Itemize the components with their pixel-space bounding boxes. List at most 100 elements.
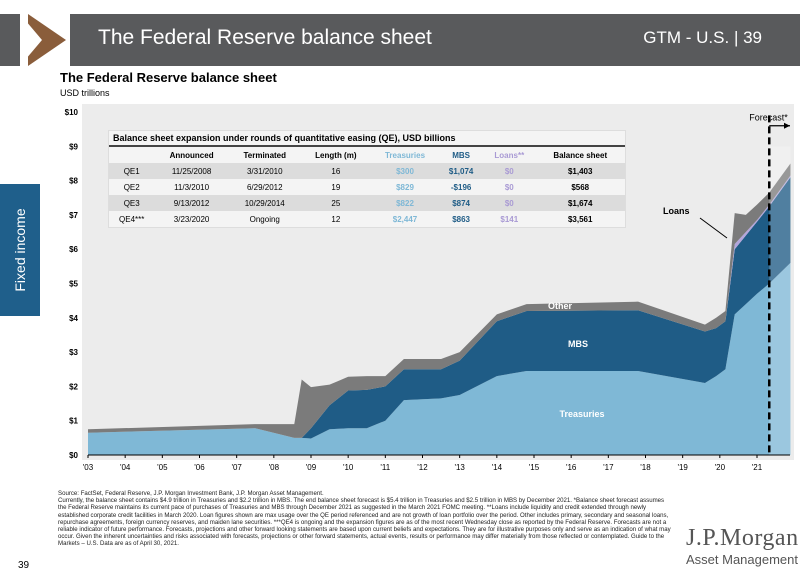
table-header-cell (109, 147, 154, 163)
table-header-cell: Balance sheet (553, 150, 608, 160)
table-header-cell: Terminated (243, 150, 287, 160)
table-cell: 25 (331, 198, 341, 208)
table-cell: QE4*** (119, 214, 145, 224)
y-tick-label: $0 (69, 451, 78, 460)
x-tick-label: '05 (157, 463, 168, 472)
table-cell: 16 (331, 166, 341, 176)
loans-pointer (699, 217, 728, 239)
header-page-ref: GTM - U.S. | 39 (643, 28, 762, 47)
annotation-mbs: MBS (568, 339, 588, 349)
x-tick-label: '14 (492, 463, 503, 472)
y-tick-label: $6 (69, 245, 78, 254)
table-cell: $1,674 (567, 198, 593, 208)
table-cell: $3,561 (567, 214, 593, 224)
qe-table-grid: Announced Terminated Length (m) Treasuries M… (109, 147, 625, 227)
logo-line1: J.P.Morgan (686, 525, 799, 551)
table-caption: Balance sheet expansion under rounds of … (109, 131, 625, 147)
table-cell: QE3 (123, 198, 140, 208)
footnote-line: Source: FactSet, Federal Reserve, J.P. M… (58, 490, 324, 497)
x-tick-label: '11 (380, 463, 390, 472)
table-cell: $863 (452, 214, 470, 224)
footnote-line: Currently, the balance sheet contains $4… (58, 497, 671, 548)
forecast-label: Forecast* (749, 113, 788, 123)
table-cell: $0 (504, 166, 514, 176)
table-cell: $874 (452, 198, 470, 208)
table-row: QE4*** 3/23/2020 Ongoing 12 $2,447 $863 $141 $3… (109, 211, 625, 227)
table-row: QE2 11/3/2010 6/29/2012 19 $829 -$196 $0 $568 (109, 179, 625, 195)
annotation-loans: Loans (663, 206, 690, 216)
x-tick-label: '15 (529, 463, 540, 472)
table-cell: $822 (396, 198, 414, 208)
table-cell: $1,074 (448, 166, 474, 176)
x-tick-label: '16 (566, 463, 577, 472)
table-cell: QE2 (123, 182, 140, 192)
header-bar (0, 14, 800, 66)
area-mbs (88, 177, 791, 439)
chart-title: The Federal Reserve balance sheet (60, 70, 277, 85)
area-treasuries (88, 262, 791, 455)
logo-line2: Asset Management (686, 552, 799, 567)
header-arrow-notch (20, 14, 42, 66)
forecast-arrow-head (784, 122, 790, 129)
table-header-row: Announced Terminated Length (m) Treasuries M… (109, 147, 625, 163)
table-header-cell: Length (m) (315, 150, 357, 160)
table-cell: $568 (571, 182, 590, 192)
table-cell: -$196 (450, 182, 472, 192)
y-tick-label: $1 (69, 417, 78, 426)
table-cell: 11/25/2008 (171, 166, 212, 176)
y-tick-label: $10 (65, 108, 79, 117)
y-tick-label: $7 (69, 211, 78, 220)
x-tick-label: '07 (231, 463, 242, 472)
table-cell: $829 (396, 182, 414, 192)
x-tick-label: '18 (640, 463, 651, 472)
annotation-other: Other (548, 301, 573, 311)
table-cell: Ongoing (249, 214, 280, 224)
header-title: The Federal Reserve balance sheet (98, 26, 432, 49)
y-axis-label: USD trillions (60, 88, 110, 98)
y-tick-label: $2 (69, 382, 78, 391)
x-tick-label: '21 (752, 463, 763, 472)
footnote: Source: FactSet, Federal Reserve, J.P. M… (58, 490, 673, 548)
table-cell: $2,447 (392, 214, 418, 224)
table-cell: 10/29/2014 (244, 198, 285, 208)
table-cell: 3/31/2010 (246, 166, 283, 176)
qe-table: Balance sheet expansion under rounds of … (108, 130, 626, 228)
table-cell: $0 (504, 198, 514, 208)
side-tab-fixed-income[interactable]: Fixed income (0, 184, 40, 316)
x-tick-label: '04 (120, 463, 131, 472)
page-number: 39 (18, 560, 30, 571)
y-tick-label: $8 (69, 177, 78, 186)
x-tick-label: '08 (269, 463, 280, 472)
annotation-treasuries: Treasuries (559, 409, 604, 419)
x-tick-label: '13 (454, 463, 465, 472)
table-header-cell: MBS (452, 150, 470, 160)
table-cell: $300 (396, 166, 414, 176)
table-header-cell: Announced (169, 150, 214, 160)
x-tick-label: '03 (83, 463, 94, 472)
table-header-cell: Treasuries (384, 150, 426, 160)
table-cell: $0 (504, 182, 514, 192)
table-cell: $1,403 (567, 166, 593, 176)
table-cell: 12 (331, 214, 341, 224)
y-tick-label: $3 (69, 348, 78, 357)
table-cell: 6/29/2012 (246, 182, 283, 192)
forecast-shade (769, 146, 791, 456)
y-tick-label: $9 (69, 142, 78, 151)
x-tick-label: '20 (715, 463, 726, 472)
table-cell: 3/23/2020 (173, 214, 210, 224)
table-cell: $141 (500, 214, 519, 224)
y-tick-label: $4 (69, 314, 78, 323)
x-tick-label: '19 (677, 463, 688, 472)
x-tick-label: '12 (417, 463, 428, 472)
jpmorgan-logo: J.P.Morgan Asset Management (686, 525, 799, 567)
x-tick-label: '17 (603, 463, 614, 472)
table-cell: 11/3/2010 (174, 182, 210, 192)
table-cell: 9/13/2012 (173, 198, 210, 208)
table-header-cell: Loans** (494, 150, 525, 160)
table-row: QE1 11/25/2008 3/31/2010 16 $300 $1,074 $0 $1,4… (109, 163, 625, 179)
table-cell: QE1 (123, 166, 140, 176)
y-tick-label: $5 (69, 280, 78, 289)
x-tick-label: '09 (306, 463, 317, 472)
x-tick-label: '10 (343, 463, 354, 472)
x-tick-label: '06 (194, 463, 205, 472)
